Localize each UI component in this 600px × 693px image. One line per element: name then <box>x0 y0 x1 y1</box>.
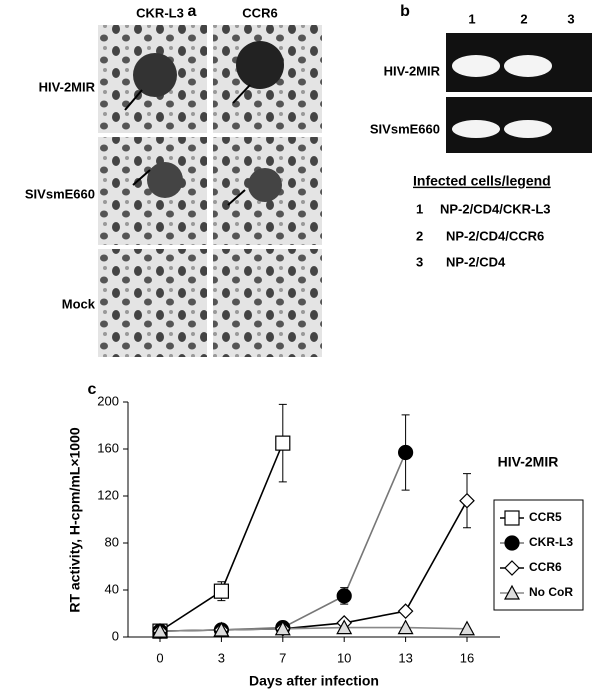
y-tick-label: 160 <box>97 440 119 455</box>
legend-number: 1 <box>416 201 423 216</box>
panel-label: c <box>88 381 97 398</box>
legend-text: NP-2/CD4 <box>446 254 506 269</box>
x-tick-label: 16 <box>460 650 474 665</box>
marker <box>151 622 169 638</box>
y-tick-label: 200 <box>97 393 119 408</box>
x-tick-label: 13 <box>398 650 412 665</box>
x-tick-label: 7 <box>279 650 286 665</box>
legend-marker <box>503 584 521 600</box>
marker <box>398 444 414 461</box>
legend-number: 2 <box>416 228 423 243</box>
column-header: CKR-L3 <box>136 5 184 20</box>
lane-label: 2 <box>520 11 527 26</box>
legend-marker <box>504 535 520 551</box>
marker <box>213 583 229 599</box>
micrographs <box>98 25 322 357</box>
panel-label: a <box>188 3 197 20</box>
gel <box>446 33 592 153</box>
column-header: CCR6 <box>242 5 277 20</box>
marker <box>459 492 475 509</box>
legend-marker <box>504 560 520 576</box>
row-label: SIVsmE660 <box>25 186 95 201</box>
row-label: HIV-2MIR <box>384 63 441 78</box>
marker <box>213 621 230 637</box>
legend-label: CKR-L3 <box>529 535 573 549</box>
series-line <box>159 626 468 632</box>
y-tick-label: 40 <box>105 581 119 596</box>
legend-text: NP-2/CD4/CKR-L3 <box>440 201 551 216</box>
lane-label: 3 <box>567 11 574 26</box>
line-chart: c HIV-2MIR Days after infection RT activ… <box>67 381 584 689</box>
marker <box>397 603 414 619</box>
legend-label: CCR6 <box>529 560 562 574</box>
marker <box>397 619 414 635</box>
legend-number: 3 <box>416 254 423 269</box>
panel-label: b <box>400 3 410 20</box>
marker <box>274 620 291 636</box>
marker <box>458 620 476 636</box>
row-label: Mock <box>62 296 96 311</box>
row-label: SIVsmE660 <box>370 121 440 136</box>
legend-marker <box>504 510 520 526</box>
legend-text: NP-2/CD4/CCR6 <box>446 228 544 243</box>
x-tick-label: 10 <box>337 650 351 665</box>
y-tick-label: 120 <box>97 487 119 502</box>
lane-label: 1 <box>468 11 475 26</box>
annotation: HIV-2MIR <box>498 454 559 470</box>
x-tick-label: 3 <box>218 650 225 665</box>
y-tick-label: 0 <box>112 628 119 643</box>
marker <box>336 588 352 604</box>
y-axis-label: RT activity, H-cpm/mL×1000 <box>67 427 83 613</box>
legend-label: No CoR <box>529 585 573 599</box>
row-label: HIV-2MIR <box>39 79 96 94</box>
legend-label: CCR5 <box>529 510 562 524</box>
legend-title: Infected cells/legend <box>413 173 551 189</box>
marker <box>275 435 291 451</box>
series-line <box>159 442 284 632</box>
y-tick-label: 80 <box>105 534 119 549</box>
x-axis-label: Days after infection <box>249 673 379 689</box>
x-tick-label: 0 <box>156 650 163 665</box>
marker <box>336 619 353 635</box>
